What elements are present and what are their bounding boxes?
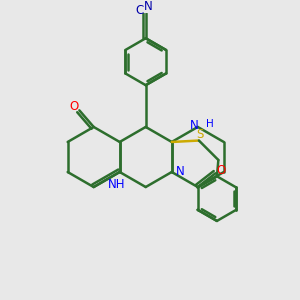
Text: O: O	[216, 164, 225, 177]
Text: S: S	[196, 128, 203, 141]
Text: N: N	[176, 165, 185, 178]
Text: NH: NH	[107, 178, 125, 190]
Text: O: O	[70, 100, 79, 113]
Text: H: H	[206, 119, 214, 129]
Text: N: N	[190, 119, 199, 132]
Text: C: C	[135, 4, 143, 17]
Text: N: N	[144, 0, 153, 13]
